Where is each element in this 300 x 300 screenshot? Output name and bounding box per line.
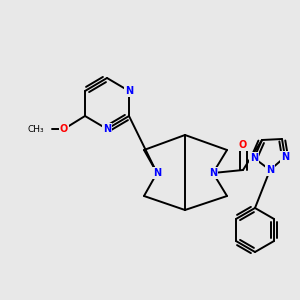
Text: N: N	[266, 165, 274, 175]
Text: N: N	[103, 124, 111, 134]
Text: O: O	[239, 140, 247, 150]
Text: CH₃: CH₃	[27, 124, 44, 134]
Text: N: N	[281, 152, 289, 162]
Text: N: N	[153, 168, 161, 178]
Text: O: O	[60, 124, 68, 134]
Text: N: N	[209, 168, 217, 178]
Text: N: N	[250, 153, 258, 163]
Text: N: N	[125, 86, 133, 96]
